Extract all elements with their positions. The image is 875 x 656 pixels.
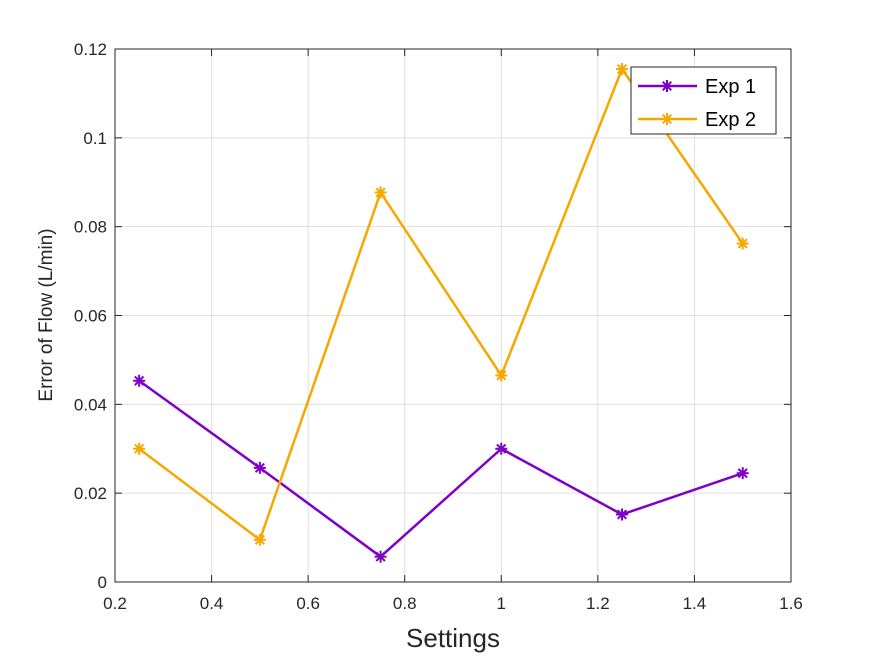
y-tick-label: 0.08 [74, 218, 107, 237]
data-point-exp-2 [616, 62, 628, 75]
x-tick-label: 1.6 [779, 594, 803, 613]
x-axis-label: Settings [406, 623, 500, 653]
x-tick-label: 0.4 [200, 594, 224, 613]
y-tick-labels: 0 0.02 0.04 0.06 0.08 0.1 0.12 [74, 40, 107, 592]
data-point-exp-2 [133, 442, 146, 455]
data-point-exp-2 [495, 369, 508, 382]
data-point-exp-1 [616, 508, 628, 521]
data-point-exp-2 [253, 533, 266, 546]
x-tick-label: 0.8 [393, 594, 417, 613]
data-point-exp-1 [253, 461, 266, 474]
y-tick-label: 0.02 [74, 484, 107, 503]
x-tick-label: 0.2 [103, 594, 127, 613]
x-tick-label: 1.2 [586, 594, 610, 613]
x-tick-label: 1.4 [683, 594, 707, 613]
x-tick-label: 0.6 [296, 594, 320, 613]
legend-box [630, 66, 777, 135]
data-point-exp-1 [374, 550, 387, 563]
data-point-exp-2 [374, 186, 387, 199]
y-tick-label: 0.06 [74, 307, 107, 326]
data-point-exp-1 [736, 467, 749, 480]
legend-marker-exp-2 [661, 113, 673, 125]
legend-label-exp-2: Exp 2 [705, 109, 756, 131]
legend-marker-exp-1 [661, 80, 673, 92]
axes [114, 48, 792, 583]
x-tick-labels: 0.2 0.4 0.6 0.8 1 1.2 1.4 1.6 [103, 594, 803, 613]
y-tick-label: 0 [98, 573, 107, 592]
data-point-exp-1 [495, 442, 508, 455]
y-axis-label: Error of Flow (L/min) [36, 228, 57, 401]
legend: Exp 1 Exp 2 [630, 66, 777, 135]
data-point-exp-2 [736, 237, 749, 250]
x-tick-label: 1 [497, 594, 506, 613]
legend-label-exp-1: Exp 1 [705, 76, 756, 98]
series-line-exp-1 [138, 379, 744, 558]
y-tick-label: 0.04 [74, 395, 107, 414]
y-tick-label: 0.1 [83, 129, 107, 148]
data-point-exp-1 [133, 374, 146, 387]
y-tick-label: 0.12 [74, 40, 107, 59]
